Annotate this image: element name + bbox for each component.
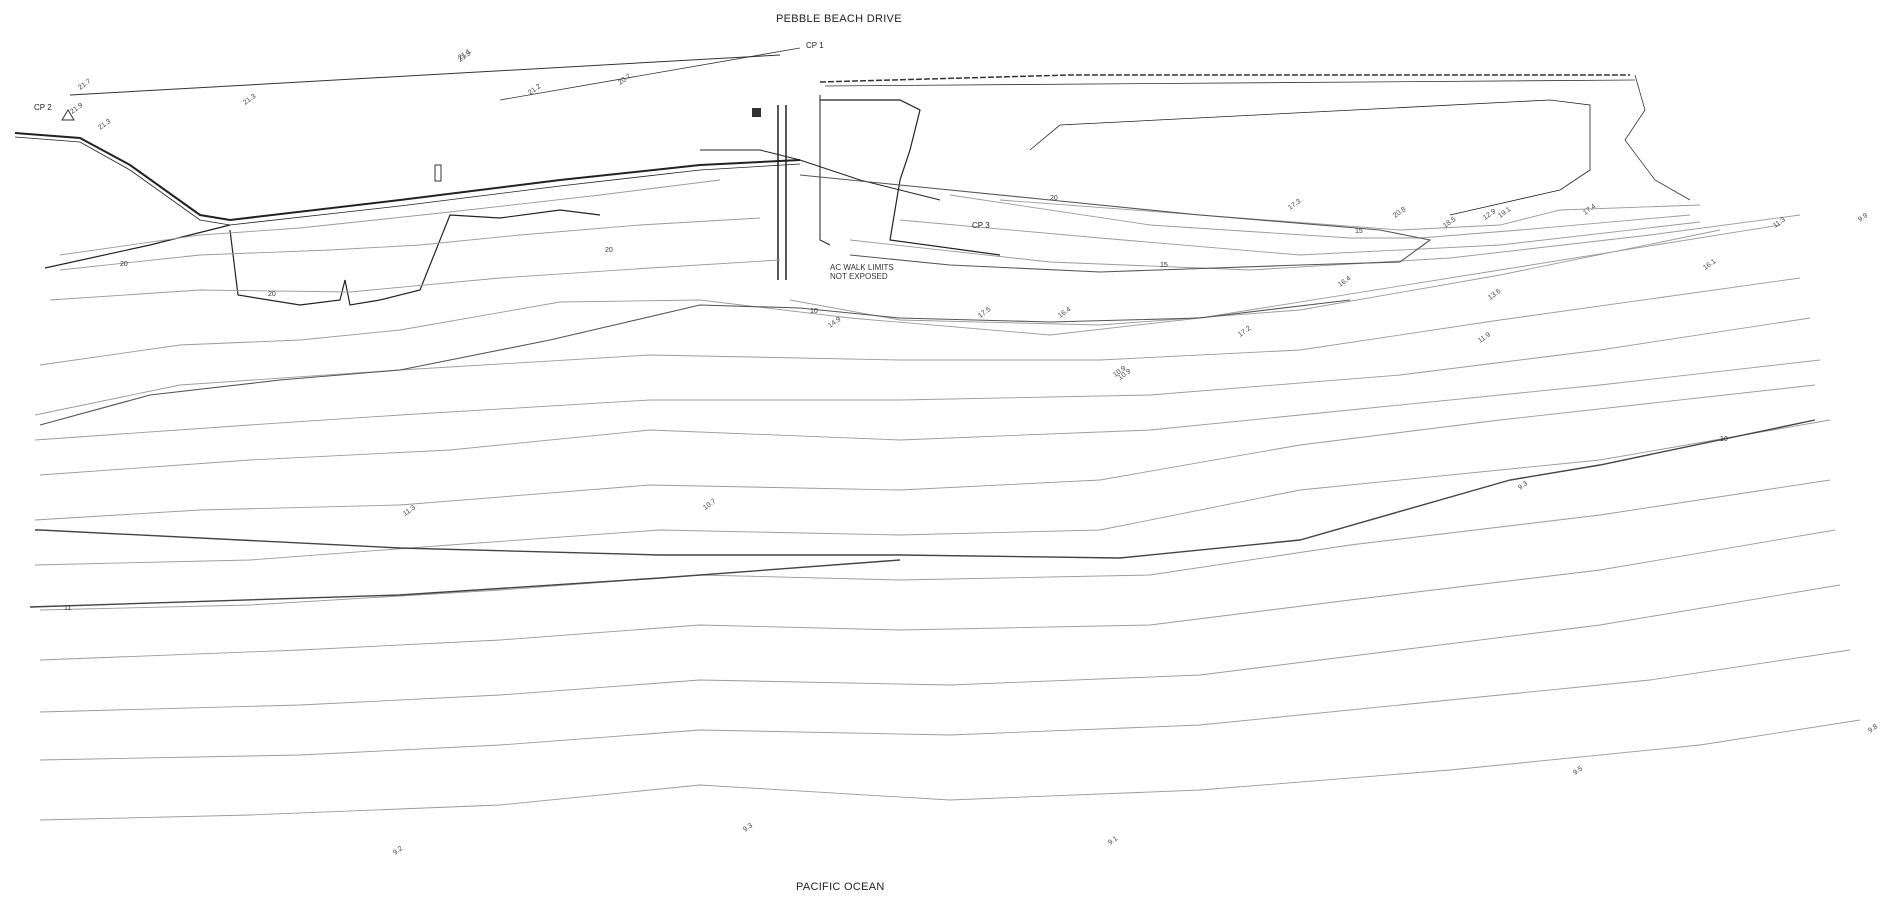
- structure-marker: [752, 108, 761, 117]
- walk-edge: [14, 95, 1591, 306]
- spot-elevation-label: 11.3: [402, 504, 417, 517]
- upper-pad: [1029, 99, 1591, 216]
- major-contour-10: [35, 419, 1816, 559]
- east-bluff-line-2: [819, 95, 831, 246]
- contour-lines: [29, 174, 1861, 821]
- spot-elevation-label: 9.1: [1107, 835, 1119, 846]
- major-contour-label: 20: [268, 291, 276, 298]
- major-contour-20: [799, 174, 1432, 273]
- contour-line: [999, 199, 1701, 231]
- control-point-markers: [61, 108, 761, 182]
- spot-elevation-label: 9.3: [742, 822, 754, 833]
- contour-line: [899, 219, 1701, 256]
- control-point-labels: CP 1 CP 2 CP 3: [34, 41, 990, 230]
- control-point-label: CP 1: [806, 41, 824, 50]
- contour-line: [34, 419, 1831, 566]
- spot-elevation-label: 10.7: [702, 498, 717, 512]
- spot-elevation-labels: 21.921.321.721.521.321.220.721.117.310.9…: [69, 48, 1879, 857]
- stair-area-line: [700, 149, 941, 201]
- spot-elevation-label: 12.9: [1482, 208, 1497, 222]
- note-line-1: AC WALK LIMITS: [830, 263, 894, 272]
- spot-elevation-label: 17.2: [1237, 325, 1252, 339]
- spot-elevation-label: 9.3: [1517, 480, 1529, 491]
- spot-elevation-label: 17.5: [977, 306, 992, 320]
- contour-line: [34, 277, 1801, 416]
- spot-elevation-label: 21.3: [97, 118, 112, 132]
- road-label-pebble-beach-drive: PEBBLE BEACH DRIVE: [776, 13, 902, 25]
- spot-elevation-label: 20.7: [617, 73, 632, 87]
- spot-elevation-label: 16.4: [1337, 275, 1352, 289]
- spot-elevation-label: 17.3: [1287, 198, 1302, 212]
- major-contour-label: 10: [810, 308, 818, 315]
- contour-line: [49, 259, 781, 301]
- contour-line: [39, 529, 1836, 661]
- contour-line: [789, 229, 1721, 326]
- spot-elevation-label: 11.9: [1477, 331, 1492, 344]
- spot-elevation-label: 21.9: [69, 102, 84, 116]
- contour-line: [59, 179, 721, 256]
- spot-elevation-label: 20.8: [1392, 206, 1407, 220]
- contour-line: [34, 317, 1811, 441]
- property-lines: [69, 47, 1691, 201]
- fence-line-pebble-beach-2: [824, 79, 1636, 87]
- spot-elevation-label: 21.7: [77, 78, 92, 92]
- spot-elevation-label: 9.9: [1857, 212, 1869, 223]
- spot-elevation-label: 9.5: [1572, 765, 1584, 776]
- walk-edge-line: [14, 132, 801, 222]
- spot-elevation-label: 21.2: [527, 83, 542, 97]
- major-contour-label: 10: [1720, 436, 1728, 443]
- contour-line: [59, 217, 761, 271]
- contour-line: [39, 584, 1841, 713]
- contour-line: [39, 649, 1851, 761]
- major-contour-label: 20: [1050, 195, 1058, 202]
- spot-elevation-label: 9.2: [392, 845, 404, 856]
- contour-line: [39, 359, 1821, 476]
- spot-elevation-label: 16.1: [1702, 258, 1717, 272]
- control-point-triangle: [61, 109, 75, 121]
- control-point-label: CP 2: [34, 103, 52, 112]
- spot-elevation-label: 17.4: [1582, 203, 1597, 217]
- fence-line-east: [1624, 74, 1691, 201]
- major-contour-label: 15: [1355, 228, 1363, 235]
- east-bluff-line: [820, 99, 1001, 256]
- spot-elevation-label: 13.6: [1487, 288, 1502, 302]
- spot-elevation-label: 14.9: [827, 316, 842, 330]
- major-contour-15: [39, 299, 1351, 426]
- property-line-north-2: [499, 47, 801, 101]
- major-contour-label: 15: [1160, 262, 1168, 269]
- note-ac-walk-limits: AC WALK LIMITS NOT EXPOSED: [830, 263, 894, 281]
- control-point-label: CP 3: [972, 221, 990, 230]
- ocean-label-pacific-ocean: PACIFIC OCEAN: [796, 881, 885, 893]
- major-contour-labels: 20 20 20 20 15 15 10 10 11: [64, 195, 1728, 612]
- contour-line: [39, 719, 1861, 821]
- contour-line: [34, 384, 1816, 521]
- spot-elevation-label: 9.8: [1867, 723, 1879, 734]
- contour-line: [39, 479, 1831, 611]
- contour-line: [39, 224, 1781, 366]
- lower-bench: [229, 209, 601, 306]
- structure-marker-2: [434, 164, 442, 182]
- spot-elevation-label: 16.4: [1057, 306, 1072, 320]
- major-contour-11: [29, 559, 901, 608]
- contour-line: [949, 194, 1691, 239]
- fence-line-pebble-beach: [819, 74, 1630, 83]
- major-contour-label: 20: [605, 247, 613, 254]
- note-line-2: NOT EXPOSED: [830, 272, 888, 281]
- major-contour-label: 20: [120, 261, 128, 268]
- spot-elevation-label: 19.1: [1497, 206, 1512, 220]
- cliff-top-line: [44, 224, 231, 269]
- property-line-north: [69, 54, 781, 96]
- walk-edge-line-inner: [14, 136, 801, 226]
- major-contour-label: 11: [64, 605, 71, 612]
- spot-elevation-label: 21.3: [242, 93, 257, 107]
